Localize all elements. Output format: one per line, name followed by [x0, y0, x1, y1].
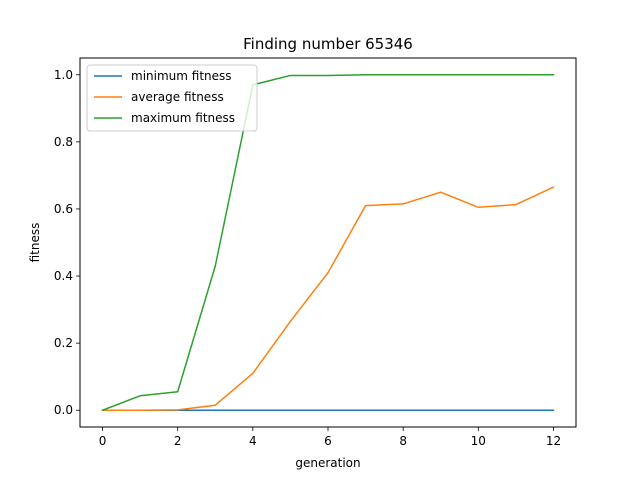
y-tick-label: 0.0: [54, 403, 73, 417]
y-tick-label: 1.0: [54, 68, 73, 82]
y-axis-label: fitness: [28, 223, 42, 263]
x-tick-label: 8: [399, 434, 407, 448]
x-tick-label: 2: [174, 434, 182, 448]
x-tick-label: 4: [249, 434, 257, 448]
y-tick-label: 0.2: [54, 336, 73, 350]
y-tick-label: 0.6: [54, 202, 73, 216]
plot-area: [79, 57, 577, 428]
x-tick-label: 0: [99, 434, 107, 448]
legend-box: [86, 64, 258, 132]
x-tick-label: 12: [546, 434, 561, 448]
x-axis-label: generation: [295, 456, 360, 470]
series-line-maximum-fitness: [101, 74, 555, 412]
legend: minimum fitness average fitness maximum fi…: [86, 64, 258, 132]
series-line-average-fitness: [101, 186, 555, 411]
x-axis-ticks: 0 2 4 6 8 10 12: [99, 427, 561, 448]
x-tick-label: 10: [471, 434, 486, 448]
x-tick-label: 6: [324, 434, 332, 448]
series-layer: [101, 74, 555, 412]
y-axis-ticks: 0.0 0.2 0.4 0.6 0.8 1.0: [54, 68, 80, 417]
legend-label: maximum fitness: [131, 111, 235, 125]
legend-label: minimum fitness: [131, 69, 232, 83]
y-tick-label: 0.4: [54, 269, 73, 283]
chart-title: Finding number 65346: [243, 35, 413, 53]
legend-label: average fitness: [131, 90, 224, 104]
y-tick-label: 0.8: [54, 135, 73, 149]
